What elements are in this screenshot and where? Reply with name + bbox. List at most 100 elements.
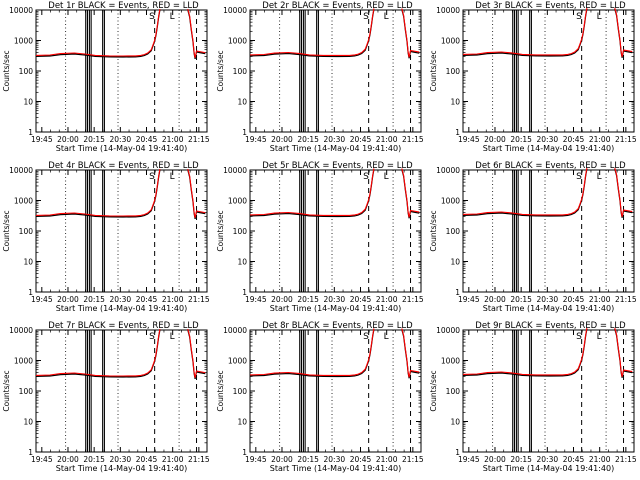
events-series-line xyxy=(35,9,161,58)
annotation-l: L xyxy=(384,12,389,22)
lld-series-line xyxy=(614,7,633,57)
plot-frame xyxy=(35,169,208,293)
x-tick-label: 19:45 xyxy=(458,295,480,304)
lld-series-line xyxy=(462,7,588,56)
plot-frame xyxy=(249,329,422,453)
x-axis-label: Start Time (14-May-04 19:41:40) xyxy=(483,464,614,473)
x-tick-label: 21:00 xyxy=(376,135,398,144)
annotation-s: S xyxy=(576,332,582,342)
lld-series-line xyxy=(35,328,161,377)
y-tick-label: 10000 xyxy=(436,326,460,335)
x-tick-label: 20:00 xyxy=(484,295,506,304)
plot-frame xyxy=(249,9,422,133)
lld-series-line xyxy=(187,328,206,378)
detector-panel-2: Det 2r BLACK = Events, RED = LLD 1 10 100 10… xyxy=(216,1,424,153)
x-tick-label: 20:30 xyxy=(537,455,559,464)
lld-series-line xyxy=(249,8,375,56)
x-tick-label: 20:00 xyxy=(57,135,79,144)
events-series-line xyxy=(35,329,161,378)
panel-title: Det 3r BLACK = Events, RED = LLD xyxy=(475,1,626,11)
x-tick-label: 20:45 xyxy=(563,295,585,304)
annotation-s: S xyxy=(576,172,582,182)
detector-panel-8: Det 8r BLACK = Events, RED = LLD 1 10 100 10… xyxy=(216,321,424,473)
y-tick-label: 10 xyxy=(450,258,460,267)
x-tick-label: 21:15 xyxy=(402,295,424,304)
annotation-l: L xyxy=(597,12,602,22)
y-tick-label: 1 xyxy=(28,448,33,457)
annotation-l: L xyxy=(170,12,175,22)
events-series-line xyxy=(249,169,375,218)
x-tick-label: 20:30 xyxy=(110,135,132,144)
panel-title: Det 6r BLACK = Events, RED = LLD xyxy=(475,161,626,171)
events-series-line xyxy=(462,328,588,377)
x-axis-label: Start Time (14-May-04 19:41:40) xyxy=(56,464,187,473)
events-series-line xyxy=(462,168,588,217)
x-tick-label: 20:45 xyxy=(350,295,372,304)
y-tick-label: 10000 xyxy=(9,6,33,15)
y-tick-label: 1000 xyxy=(228,197,247,206)
detector-panel-4: Det 4r BLACK = Events, RED = LLD 1 10 100 10… xyxy=(2,161,210,313)
x-tick-label: 21:00 xyxy=(162,455,184,464)
detector-panel-6: Det 6r BLACK = Events, RED = LLD 1 10 100 10… xyxy=(429,161,637,313)
y-tick-label: 10000 xyxy=(223,326,247,335)
panel-title: Det 5r BLACK = Events, RED = LLD xyxy=(262,161,413,171)
y-axis-label: Counts/sec xyxy=(216,50,225,91)
x-tick-label: 21:00 xyxy=(589,135,611,144)
x-tick-label: 20:45 xyxy=(563,135,585,144)
x-tick-label: 20:15 xyxy=(510,295,532,304)
x-tick-label: 20:15 xyxy=(297,455,319,464)
x-tick-label: 19:45 xyxy=(458,455,480,464)
x-tick-label: 21:15 xyxy=(188,295,210,304)
x-axis-label: Start Time (14-May-04 19:41:40) xyxy=(270,304,401,313)
y-tick-label: 100 xyxy=(233,387,248,396)
events-series-line xyxy=(249,9,375,58)
x-tick-label: 21:15 xyxy=(402,135,424,144)
y-tick-label: 10 xyxy=(23,418,33,427)
y-tick-label: 10000 xyxy=(9,326,33,335)
x-tick-label: 21:00 xyxy=(162,295,184,304)
x-tick-label: 20:45 xyxy=(136,295,158,304)
lld-series-line xyxy=(35,168,161,217)
x-tick-label: 21:15 xyxy=(615,455,637,464)
x-axis-label: Start Time (14-May-04 19:41:40) xyxy=(56,144,187,153)
y-tick-label: 1000 xyxy=(441,357,460,366)
y-tick-label: 10 xyxy=(23,258,33,267)
lld-series-line xyxy=(249,328,375,376)
x-tick-label: 21:00 xyxy=(589,455,611,464)
detector-panel-7: Det 7r BLACK = Events, RED = LLD 1 10 100 10… xyxy=(2,321,210,473)
y-tick-label: 10000 xyxy=(9,166,33,175)
x-tick-label: 20:30 xyxy=(324,455,346,464)
x-tick-label: 20:00 xyxy=(271,295,293,304)
y-tick-label: 10 xyxy=(237,98,247,107)
annotation-s: S xyxy=(149,332,155,342)
y-tick-label: 1 xyxy=(455,288,460,297)
detector-panel-1: Det 1r BLACK = Events, RED = LLD 1 10 100 10… xyxy=(2,1,210,153)
y-tick-label: 1000 xyxy=(228,37,247,46)
y-axis-label: Counts/sec xyxy=(2,50,11,91)
x-tick-label: 19:45 xyxy=(458,135,480,144)
x-axis-label: Start Time (14-May-04 19:41:40) xyxy=(483,304,614,313)
y-tick-label: 10 xyxy=(237,258,247,267)
plot-frame xyxy=(35,329,208,453)
x-tick-label: 20:00 xyxy=(57,455,79,464)
x-tick-label: 20:30 xyxy=(324,295,346,304)
x-tick-label: 21:15 xyxy=(615,135,637,144)
x-tick-label: 21:15 xyxy=(188,135,210,144)
y-tick-label: 100 xyxy=(446,67,461,76)
annotation-s: S xyxy=(363,12,369,22)
panel-title: Det 8r BLACK = Events, RED = LLD xyxy=(262,321,413,331)
annotation-s: S xyxy=(149,172,155,182)
y-axis-label: Counts/sec xyxy=(429,370,438,411)
events-series-line xyxy=(249,329,375,378)
plot-frame xyxy=(462,169,635,293)
y-tick-label: 1000 xyxy=(228,357,247,366)
x-tick-label: 19:45 xyxy=(31,295,53,304)
y-axis-label: Counts/sec xyxy=(216,210,225,251)
x-tick-label: 19:45 xyxy=(245,455,267,464)
x-tick-label: 20:30 xyxy=(537,135,559,144)
lld-series-line xyxy=(187,8,206,58)
x-tick-label: 20:15 xyxy=(297,295,319,304)
plot-frame xyxy=(462,329,635,453)
x-tick-label: 19:45 xyxy=(245,135,267,144)
